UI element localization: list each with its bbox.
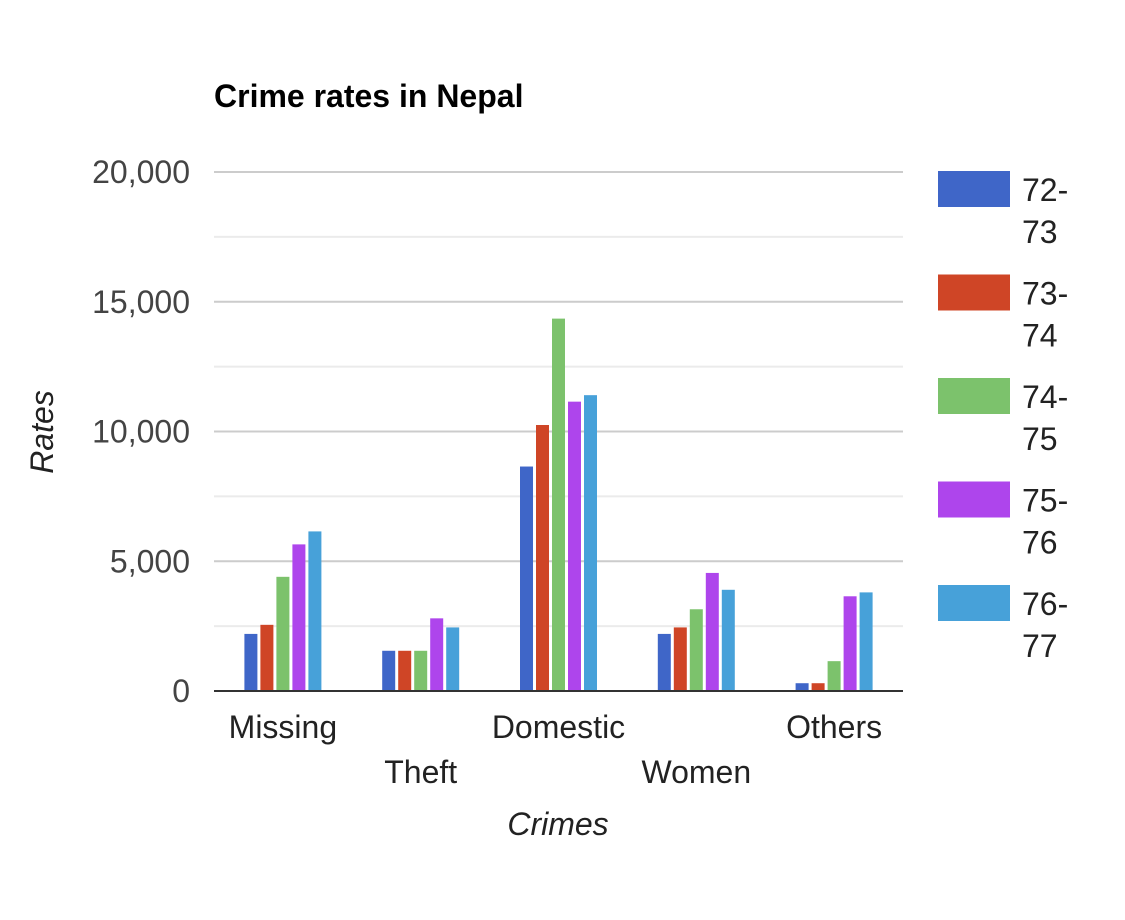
legend-swatch <box>938 171 1010 207</box>
bar <box>584 395 597 691</box>
legend: 72-73 73-74 74-75 75-76 76-77 <box>938 171 1068 664</box>
bar <box>244 633 258 691</box>
legend-swatch <box>938 481 1010 518</box>
bar <box>568 401 581 691</box>
legend-label: 76-77 <box>1022 586 1068 664</box>
legend-swatch <box>938 378 1010 414</box>
bar <box>657 633 671 691</box>
bar <box>859 592 873 691</box>
bar <box>292 544 306 691</box>
x-axis-ticks: Missing Theft Domestic Women Others <box>229 709 882 790</box>
bar <box>430 618 444 691</box>
y-tick-label: 15,000 <box>92 284 190 320</box>
legend-swatch <box>938 585 1010 621</box>
bar <box>811 683 825 691</box>
bars <box>244 318 873 691</box>
bar <box>276 576 290 691</box>
bar <box>843 596 857 691</box>
legend-label: 72-73 <box>1022 172 1068 250</box>
x-tick-label: Missing <box>229 709 337 745</box>
y-tick-label: 10,000 <box>92 414 190 450</box>
bar <box>827 661 841 691</box>
bar <box>382 650 396 691</box>
bar <box>398 650 412 691</box>
x-axis-title: Crimes <box>507 806 608 842</box>
bar <box>795 683 809 691</box>
x-tick-label: Theft <box>384 754 457 790</box>
legend-label: 75-76 <box>1022 483 1068 561</box>
legend-swatch <box>938 274 1010 311</box>
bar <box>536 425 549 691</box>
y-tick-label: 20,000 <box>92 154 190 190</box>
legend-label: 74-75 <box>1022 379 1068 457</box>
y-axis-ticks: 0 5,000 10,000 15,000 20,000 <box>92 154 190 709</box>
y-axis-title: Rates <box>24 390 60 474</box>
bar <box>414 650 428 691</box>
bar <box>673 627 687 691</box>
x-tick-label: Women <box>641 754 751 790</box>
bar <box>705 572 719 691</box>
y-tick-label: 0 <box>172 673 190 709</box>
chart-title: Crime rates in Nepal <box>214 78 523 114</box>
x-tick-label: Others <box>786 709 882 745</box>
bar <box>552 318 565 691</box>
bar <box>721 589 735 691</box>
bar <box>689 609 703 691</box>
bar <box>446 627 460 691</box>
y-tick-label: 5,000 <box>110 543 190 579</box>
legend-label: 73-74 <box>1022 276 1068 354</box>
bar <box>520 466 533 691</box>
x-tick-label: Domestic <box>492 709 625 745</box>
bar <box>308 531 322 691</box>
bar <box>260 624 274 691</box>
